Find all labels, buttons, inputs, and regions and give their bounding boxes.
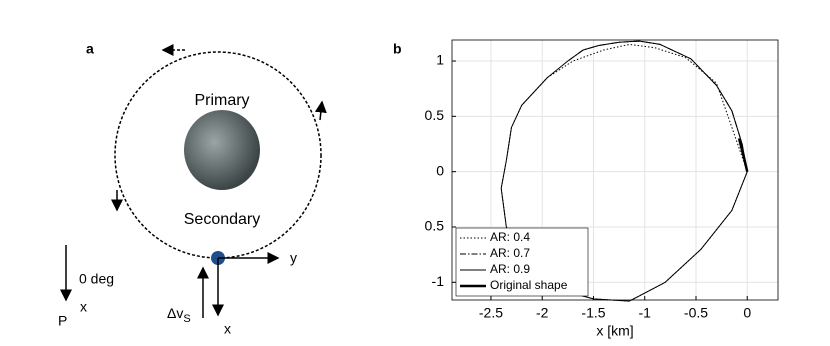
y-tick-label: 0.5: [425, 107, 445, 123]
legend-box: [455, 227, 589, 297]
x-tick-label: 0: [743, 305, 751, 321]
secondary-label: Secondary: [184, 211, 261, 228]
dv-label: ΔvS: [167, 305, 191, 325]
legend-label: AR: 0.7: [490, 246, 530, 260]
legend-label: Original shape: [490, 278, 568, 292]
x-tick-label: -1.5: [581, 305, 605, 321]
series-line: [500, 40, 748, 302]
ref-x: x: [80, 299, 87, 315]
y-tick-label: 0: [436, 162, 444, 178]
x-label: x: [224, 321, 231, 337]
x-tick-label: -0.5: [684, 305, 708, 321]
asteroid: [184, 110, 260, 190]
x-tick-label: -2.5: [479, 305, 503, 321]
y-tick-label: -1: [432, 273, 445, 289]
orbit-arrow: [314, 100, 327, 121]
dv: Δv: [167, 305, 183, 321]
legend-label: AR: 0.4: [490, 230, 530, 244]
x-tick-label: -1: [639, 305, 652, 321]
ref-p: P: [58, 313, 67, 329]
dv-sub: S: [183, 313, 190, 325]
x-tick-label: -2: [536, 305, 549, 321]
y-tick-label: 0.5: [425, 218, 445, 234]
panel-a: a Primary Secondary y x ΔvS 0 deg x P: [58, 41, 327, 337]
x-axis-title: x [km]: [596, 323, 633, 339]
y-label: y: [290, 250, 297, 266]
y-tick-label: 1: [436, 52, 444, 68]
primary-label: Primary: [194, 92, 249, 109]
series-line: [737, 138, 749, 172]
angle-label: 0 deg: [79, 271, 114, 287]
panel-label: b: [393, 41, 402, 57]
legend-label: AR: 0.9: [490, 262, 530, 276]
panel-label: a: [86, 41, 94, 57]
